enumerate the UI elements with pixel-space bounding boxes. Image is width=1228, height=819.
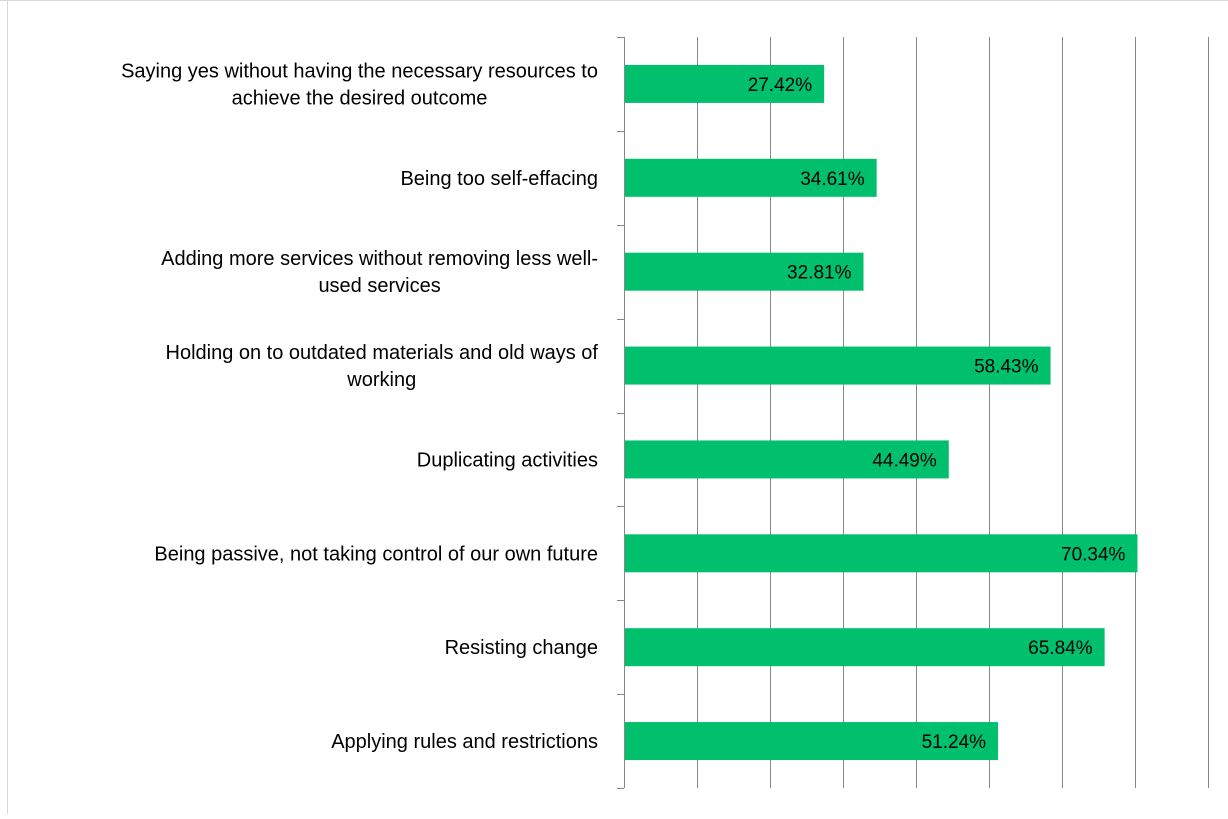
bar: [625, 440, 949, 479]
category-label: Holding on to outdated materials and old…: [166, 342, 599, 364]
bar: [625, 64, 825, 103]
data-label: 27.42%: [748, 75, 813, 96]
data-label: 58.43%: [974, 357, 1039, 378]
data-label: 34.61%: [800, 169, 865, 190]
bars: [625, 64, 1138, 761]
data-label: 32.81%: [787, 263, 852, 284]
bar: [625, 252, 864, 291]
category-labels: Saying yes without having the necessary …: [121, 60, 598, 753]
category-label: Applying rules and restrictions: [331, 731, 598, 753]
bar: [625, 158, 877, 197]
category-axis: [617, 37, 625, 789]
bar: [625, 534, 1138, 573]
gridlines: [697, 37, 1209, 788]
bar: [625, 722, 999, 761]
category-label: Resisting change: [445, 637, 598, 659]
category-label: Duplicating activities: [417, 449, 598, 471]
bar: [625, 628, 1105, 667]
data-labels: 27.42% 34.61% 32.81% 58.43% 44.49% 70.34% 65.8…: [748, 75, 1126, 753]
category-label: Saying yes without having the necessary …: [121, 60, 598, 82]
category-label: working: [346, 369, 416, 391]
data-label: 51.24%: [922, 732, 987, 753]
data-label: 70.34%: [1061, 544, 1126, 565]
category-label: Being passive, not taking control of our…: [154, 543, 598, 565]
data-label: 44.49%: [872, 450, 937, 471]
category-label: achieve the desired outcome: [232, 87, 488, 109]
category-label: used services: [318, 275, 440, 297]
category-label: Adding more services without removing le…: [161, 248, 598, 270]
data-label: 65.84%: [1028, 638, 1093, 659]
category-label: Being too self-effacing: [400, 168, 598, 190]
bar: [625, 346, 1051, 385]
